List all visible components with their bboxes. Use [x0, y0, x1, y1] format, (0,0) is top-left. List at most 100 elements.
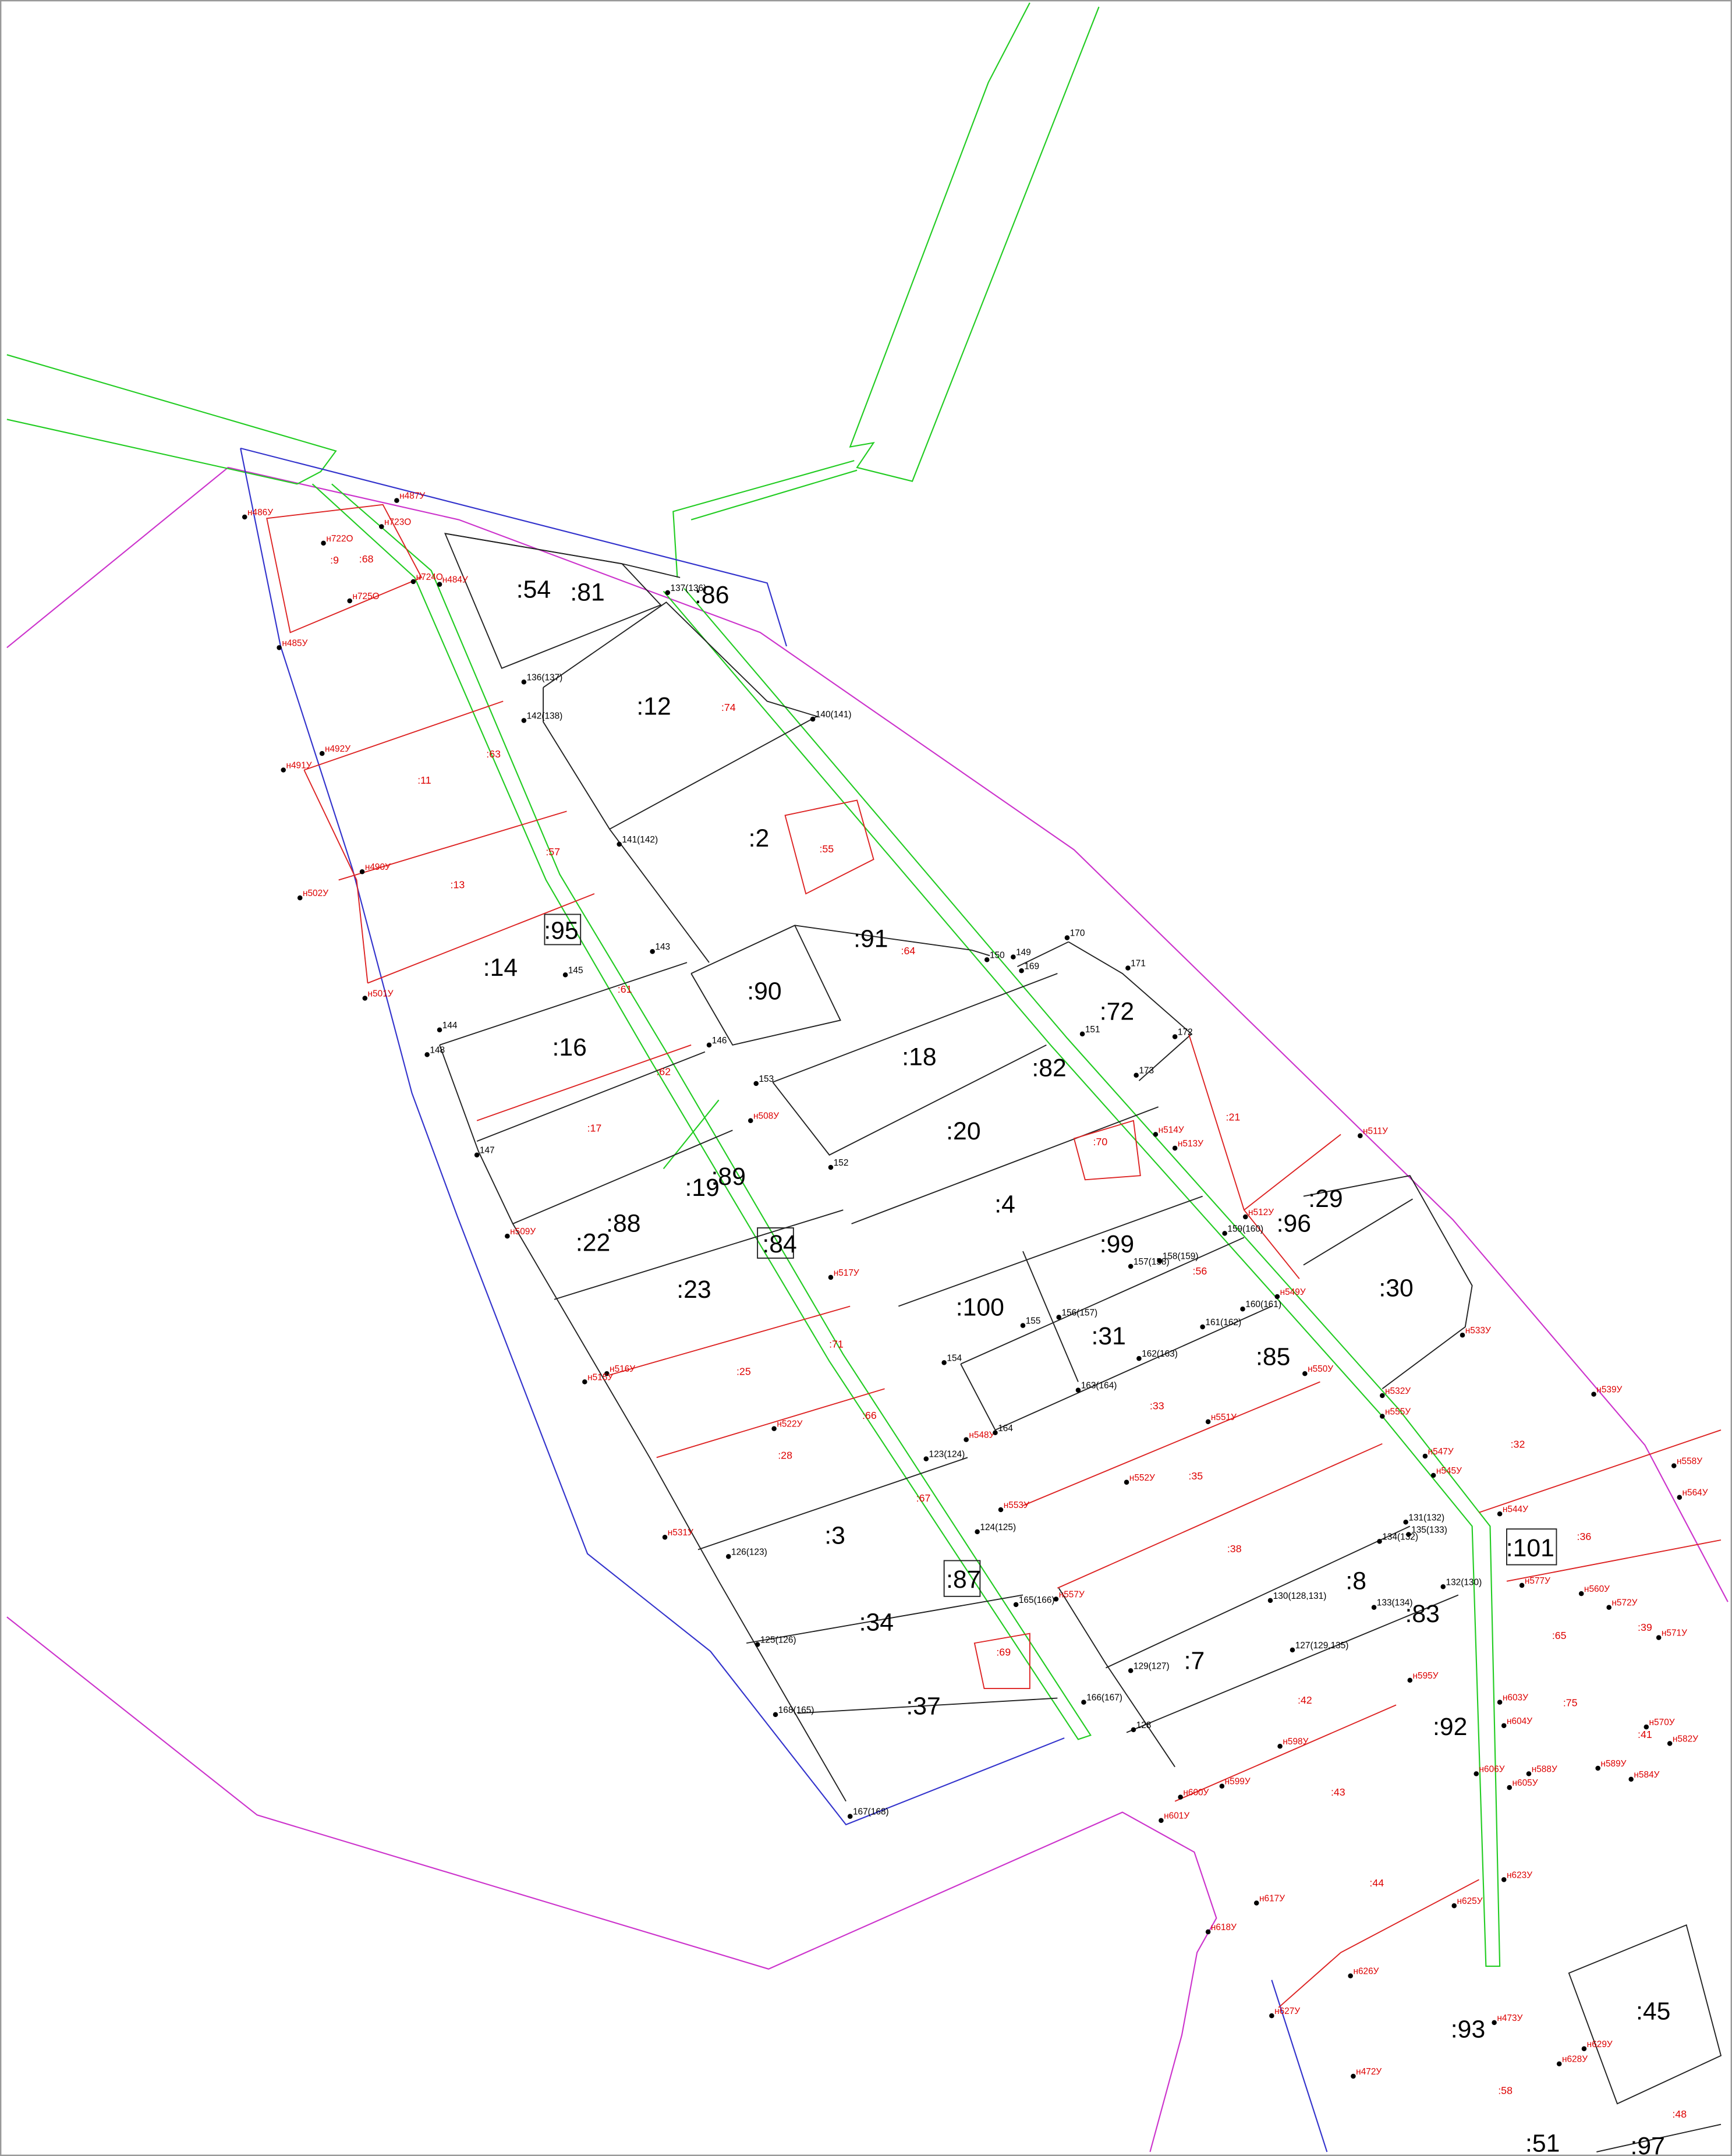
- new-point-label: н522У: [777, 1419, 802, 1429]
- new-point-label: н531У: [668, 1528, 693, 1538]
- point-label: 125(126): [760, 1635, 796, 1645]
- point-label: 159(160): [1227, 1224, 1263, 1234]
- new-point-label: н553У: [1004, 1500, 1029, 1510]
- new-point-label: н589У: [1600, 1759, 1626, 1769]
- point-label: 124(125): [980, 1523, 1016, 1532]
- new-point: [1677, 1495, 1683, 1500]
- new-point: [1124, 1479, 1129, 1485]
- new-point-label: н486У: [247, 508, 273, 518]
- new-point-label: н623У: [1507, 1870, 1532, 1880]
- point-label: 144: [442, 1021, 458, 1031]
- boundary-point: [755, 1642, 760, 1647]
- subparcel-number: :56: [1193, 1265, 1207, 1277]
- new-point-label: н625У: [1457, 1896, 1483, 1906]
- subparcel-number: :55: [819, 843, 834, 855]
- boundary-point: [424, 1052, 430, 1057]
- subparcel-number: :25: [736, 1366, 751, 1378]
- new-point: [1159, 1818, 1164, 1824]
- new-point: [1628, 1776, 1634, 1782]
- new-point: [1671, 1463, 1677, 1468]
- boundary-point: [1056, 1315, 1061, 1320]
- parcel-number: :2: [749, 824, 770, 852]
- parcel-number: :92: [1433, 1713, 1467, 1741]
- point-label: 140(141): [816, 710, 852, 720]
- new-point: [1269, 2013, 1274, 2019]
- parcel-number: :37: [906, 1692, 940, 1720]
- subparcel-number: :70: [1093, 1136, 1108, 1148]
- labels: :54:81:86:12:2:91:95:14:90:72:16:18:82:2…: [242, 491, 1708, 2156]
- subparcel-number: :74: [721, 702, 736, 713]
- new-point-label: н627У: [1274, 2006, 1300, 2016]
- point-label: 149: [1016, 948, 1031, 958]
- parcel-number: :101: [1506, 1534, 1554, 1562]
- new-point: [1474, 1771, 1479, 1776]
- new-point-label: н572У: [1611, 1598, 1637, 1608]
- parcel-number: :99: [1100, 1230, 1134, 1258]
- point-label: 154: [947, 1353, 962, 1363]
- boundary-point: [1290, 1647, 1295, 1653]
- new-point-label: н544У: [1503, 1504, 1528, 1514]
- point-label: 123(124): [929, 1450, 965, 1460]
- new-point-label: н550У: [1308, 1364, 1333, 1374]
- subparcel-number: :48: [1672, 2108, 1687, 2120]
- point-label: 163(164): [1081, 1381, 1117, 1391]
- parcel-number: :29: [1308, 1185, 1343, 1213]
- parcel-number: :88: [606, 1210, 640, 1238]
- new-point-label: н724О: [416, 572, 443, 582]
- boundary-point: [1128, 1263, 1134, 1269]
- boundary-point: [1222, 1231, 1227, 1236]
- new-point: [359, 869, 365, 875]
- parcel-number: :82: [1032, 1054, 1066, 1082]
- new-point-label: н508У: [753, 1111, 779, 1121]
- subparcel-number: :57: [546, 846, 560, 858]
- parcel-number: :31: [1091, 1322, 1125, 1350]
- new-point-label: н629У: [1587, 2040, 1613, 2049]
- boundary-point: [521, 718, 527, 723]
- boundary-point: [1240, 1306, 1245, 1312]
- new-point: [1172, 1145, 1178, 1151]
- parcel-number: :85: [1256, 1343, 1290, 1371]
- boundary-point: [773, 1712, 778, 1718]
- point-label: 148: [430, 1045, 445, 1055]
- boundary-point: [828, 1164, 834, 1170]
- new-point-label: н600У: [1183, 1788, 1209, 1798]
- new-point: [1219, 1783, 1225, 1789]
- new-point-label: н551У: [1211, 1412, 1237, 1422]
- parcel-number: :83: [1405, 1600, 1439, 1628]
- point-label: 147: [480, 1146, 495, 1156]
- new-point-label: н626У: [1353, 1967, 1379, 1977]
- parcel-number: :86: [695, 581, 729, 609]
- point-label: 146: [712, 1036, 727, 1046]
- parcel-number: :4: [994, 1190, 1015, 1218]
- subparcel-boundaries: [266, 504, 1722, 2008]
- subparcel-number: :65: [1552, 1630, 1567, 1641]
- new-point-label: н601У: [1164, 1811, 1189, 1821]
- new-point-label: н514У: [1159, 1125, 1184, 1135]
- parcel-number: :95: [544, 917, 578, 945]
- new-point-label: н533У: [1465, 1326, 1491, 1336]
- new-point-label: н485У: [282, 638, 307, 648]
- new-point: [1526, 1771, 1532, 1776]
- point-label: 135(133): [1411, 1525, 1447, 1535]
- boundary-point: [1157, 1258, 1163, 1263]
- new-point: [1422, 1453, 1428, 1459]
- new-point: [604, 1371, 610, 1376]
- parcel-number: :30: [1379, 1275, 1413, 1302]
- new-point: [1556, 2061, 1562, 2067]
- new-point-label: н473У: [1497, 2013, 1522, 2023]
- parcel-number: :72: [1100, 998, 1134, 1026]
- new-point: [1053, 1596, 1059, 1602]
- parcel-number: :3: [824, 1522, 845, 1550]
- new-point: [1253, 1900, 1259, 1906]
- new-point: [1274, 1294, 1280, 1300]
- new-point: [1178, 1794, 1183, 1800]
- point-label: 171: [1131, 959, 1146, 969]
- new-point-label: н605У: [1512, 1778, 1538, 1788]
- subparcel-number: :33: [1150, 1400, 1164, 1412]
- new-point: [1578, 1591, 1584, 1596]
- new-point: [319, 750, 325, 756]
- new-point: [1205, 1419, 1211, 1425]
- subparcel-number: :41: [1638, 1729, 1652, 1740]
- parcel-number: :91: [853, 925, 888, 953]
- point-label: 133(134): [1377, 1598, 1413, 1608]
